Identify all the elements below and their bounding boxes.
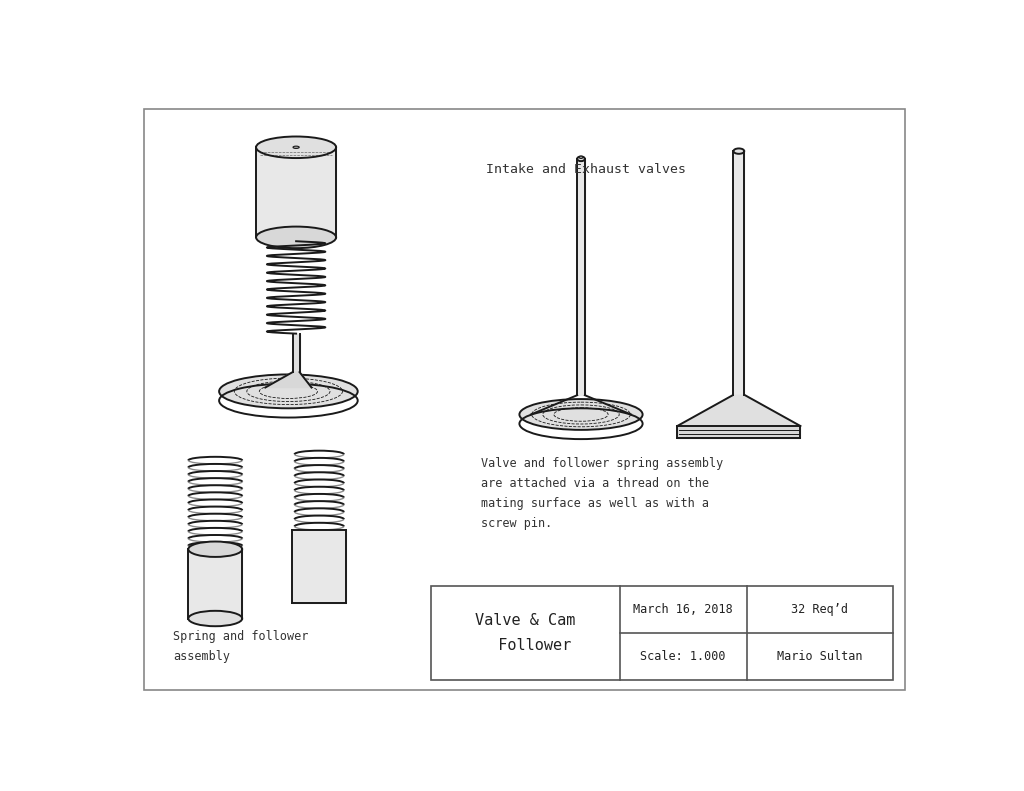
Ellipse shape — [256, 226, 336, 248]
Text: Spring and follower
assembly: Spring and follower assembly — [173, 630, 308, 663]
Polygon shape — [265, 372, 311, 388]
Text: March 16, 2018: March 16, 2018 — [633, 604, 733, 616]
Polygon shape — [677, 396, 801, 426]
Ellipse shape — [293, 146, 299, 149]
Text: Scale: 1.000: Scale: 1.000 — [640, 650, 726, 663]
Ellipse shape — [519, 399, 643, 430]
Ellipse shape — [188, 542, 243, 557]
Ellipse shape — [580, 156, 583, 158]
Ellipse shape — [256, 137, 336, 158]
Polygon shape — [677, 426, 801, 437]
Text: Valve & Cam
  Follower: Valve & Cam Follower — [475, 613, 575, 653]
Ellipse shape — [188, 611, 243, 626]
Text: Valve and follower spring assembly
are attached via a thread on the
mating surfa: Valve and follower spring assembly are a… — [481, 457, 723, 530]
Polygon shape — [292, 530, 346, 603]
Ellipse shape — [733, 149, 744, 153]
Polygon shape — [578, 159, 585, 396]
Polygon shape — [256, 147, 336, 237]
Polygon shape — [293, 334, 300, 372]
Text: Mario Sultan: Mario Sultan — [777, 650, 862, 663]
Polygon shape — [733, 151, 744, 396]
Ellipse shape — [578, 157, 585, 161]
Ellipse shape — [219, 374, 357, 408]
Polygon shape — [188, 549, 243, 619]
Text: Intake and Exhaust valves: Intake and Exhaust valves — [486, 163, 686, 176]
Text: 32 Req’d: 32 Req’d — [792, 604, 848, 616]
Bar — [431, 586, 893, 680]
